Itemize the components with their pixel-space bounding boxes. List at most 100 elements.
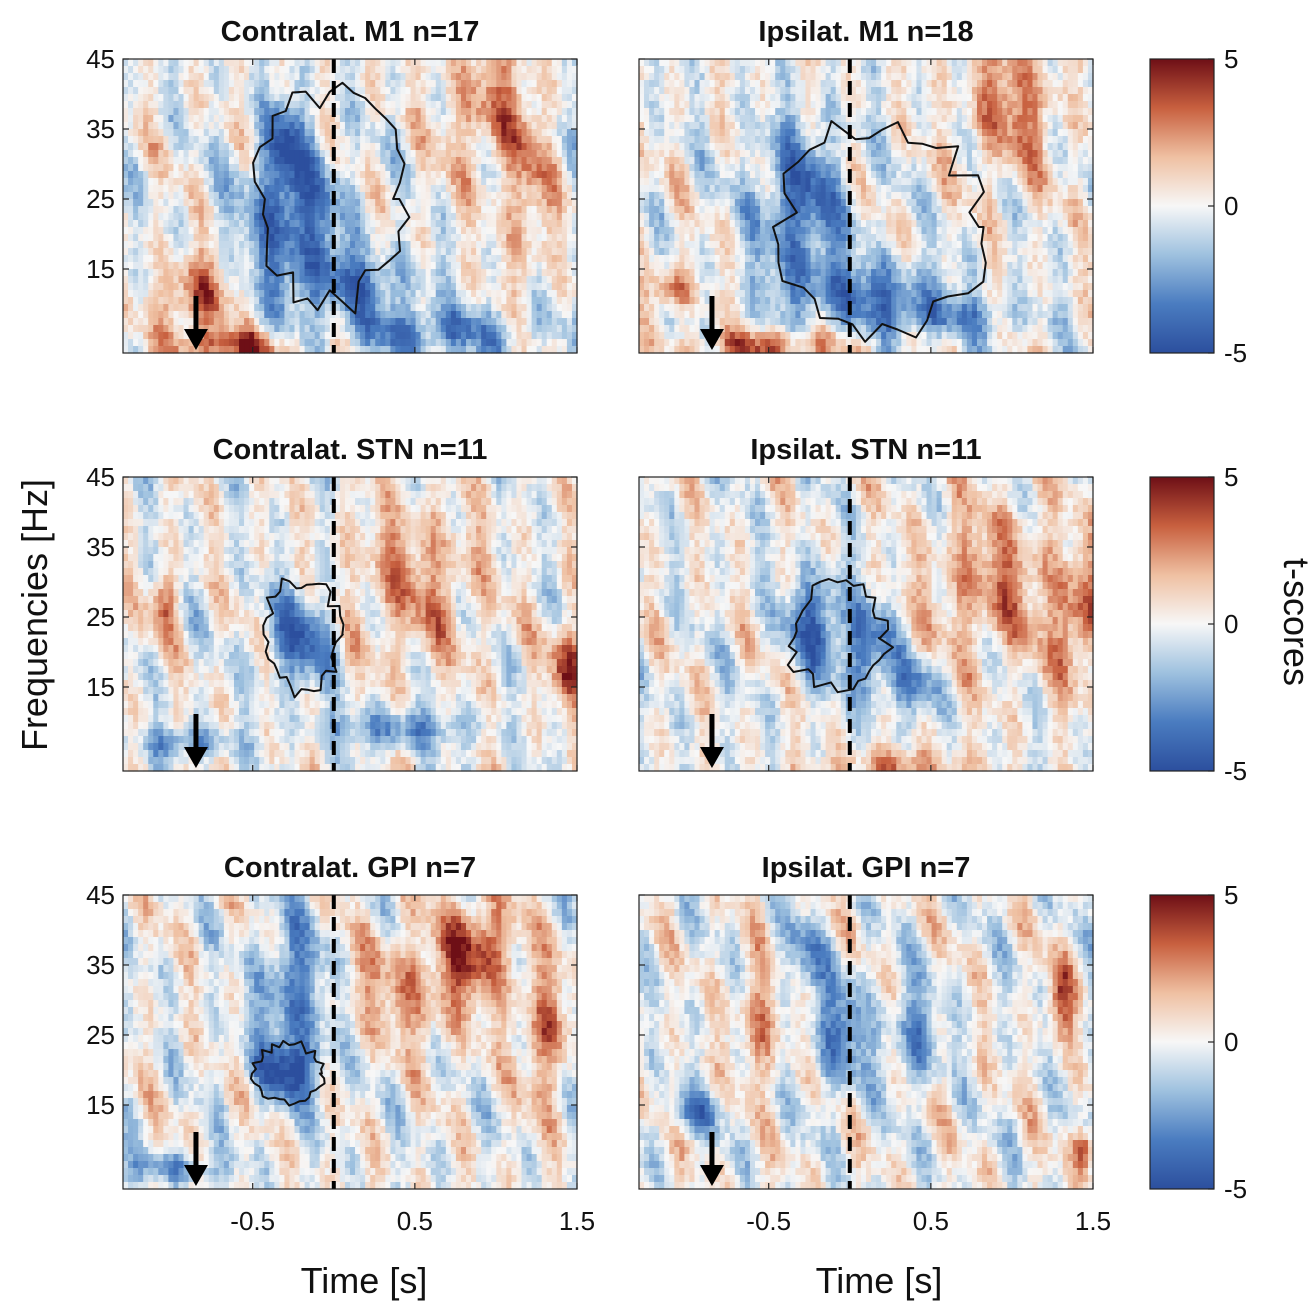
heatmap-cell <box>133 136 139 144</box>
heatmap-cell <box>395 213 402 221</box>
heatmap-cell <box>284 157 291 165</box>
heatmap-cell <box>244 59 250 67</box>
heatmap-cell <box>405 262 412 270</box>
heatmap-cell <box>455 185 462 193</box>
heatmap-cell <box>158 206 164 214</box>
heatmap-cell <box>223 192 230 200</box>
heatmap-cell <box>835 136 842 144</box>
heatmap-cell <box>541 66 548 74</box>
heatmap-cell <box>213 59 220 67</box>
heatmap-cell <box>501 234 507 242</box>
heatmap-cell <box>775 101 781 109</box>
heatmap-cell <box>906 80 912 88</box>
heatmap-cell <box>395 171 402 179</box>
heatmap-cell <box>254 101 260 109</box>
heatmap-cell <box>390 290 396 298</box>
heatmap-cell <box>244 332 250 340</box>
heatmap-cell <box>148 297 154 305</box>
heatmap-cell <box>198 164 205 172</box>
heatmap-cell <box>491 290 497 298</box>
heatmap-cell <box>496 227 502 235</box>
heatmap-cell <box>440 241 447 249</box>
heatmap-cell <box>435 227 442 235</box>
heatmap-cell <box>906 101 912 109</box>
heatmap-cell <box>319 332 326 340</box>
heatmap-cell <box>284 122 291 130</box>
heatmap-cell <box>961 115 968 123</box>
heatmap-cell <box>1042 136 1049 144</box>
heatmap-cell <box>279 234 286 242</box>
heatmap-cell <box>299 115 306 123</box>
heatmap-cell <box>699 80 706 88</box>
heatmap-cell <box>350 206 356 214</box>
heatmap-cell <box>289 199 296 207</box>
heatmap-cell <box>916 143 923 151</box>
heatmap-cell <box>471 304 477 312</box>
heatmap-cell <box>168 269 175 277</box>
heatmap-cell <box>360 101 366 109</box>
heatmap-cell <box>1072 73 1079 81</box>
heatmap-cell <box>486 178 492 186</box>
heatmap-cell <box>455 346 462 354</box>
heatmap-cell <box>471 318 477 326</box>
heatmap-cell <box>244 227 250 235</box>
heatmap-cell <box>881 94 887 102</box>
heatmap-cell <box>279 339 286 347</box>
heatmap-cell <box>218 332 225 340</box>
heatmap-cell <box>1002 101 1008 109</box>
heatmap-cell <box>213 311 220 319</box>
heatmap-cell <box>744 80 751 88</box>
heatmap-cell <box>835 73 842 81</box>
heatmap-cell <box>566 290 573 298</box>
heatmap-cell <box>765 80 771 88</box>
heatmap-cell <box>1057 108 1064 116</box>
heatmap-cell <box>649 115 655 123</box>
heatmap-cell <box>526 178 533 186</box>
heatmap-cell <box>249 283 255 291</box>
heatmap-cell <box>350 66 356 74</box>
heatmap-cell <box>450 269 457 277</box>
heatmap-cell <box>511 297 518 305</box>
heatmap-cell <box>1037 59 1044 67</box>
heatmap-cell <box>163 101 169 109</box>
heatmap-cell <box>158 192 164 200</box>
heatmap-cell <box>203 276 210 284</box>
heatmap-cell <box>825 108 832 116</box>
heatmap-cell <box>1077 122 1084 130</box>
heatmap-cell <box>825 59 832 67</box>
heatmap-cell <box>324 311 331 319</box>
heatmap-cell <box>400 206 407 214</box>
heatmap-cell <box>674 59 680 67</box>
heatmap-cell <box>501 192 507 200</box>
heatmap-cell <box>370 108 376 116</box>
heatmap-cell <box>304 59 311 67</box>
heatmap-cell <box>314 276 321 284</box>
heatmap-cell <box>571 346 578 354</box>
heatmap-cell <box>344 199 351 207</box>
heatmap-cell <box>1077 143 1084 151</box>
heatmap-cell <box>420 164 427 172</box>
heatmap-cell <box>420 94 427 102</box>
heatmap-cell <box>128 241 134 249</box>
heatmap-cell <box>734 59 741 67</box>
heatmap-cell <box>966 115 973 123</box>
heatmap-cell <box>183 199 190 207</box>
heatmap-cell <box>213 213 220 221</box>
heatmap-cell <box>223 206 230 214</box>
heatmap-cell <box>1077 101 1084 109</box>
heatmap-cell <box>956 136 963 144</box>
heatmap-cell <box>284 283 291 291</box>
heatmap-cell <box>193 115 200 123</box>
heatmap-cell <box>531 290 538 298</box>
heatmap-cell <box>471 94 477 102</box>
heatmap-cell <box>380 122 386 130</box>
heatmap-cell <box>669 94 675 102</box>
heatmap-cell <box>516 178 523 186</box>
heatmap-cell <box>168 115 175 123</box>
heatmap-cell <box>360 325 366 333</box>
heatmap-cell <box>931 115 938 123</box>
heatmap-cell <box>1012 115 1018 123</box>
heatmap-cell <box>274 227 280 235</box>
heatmap-cell <box>541 108 548 116</box>
heatmap-cell <box>324 122 331 130</box>
